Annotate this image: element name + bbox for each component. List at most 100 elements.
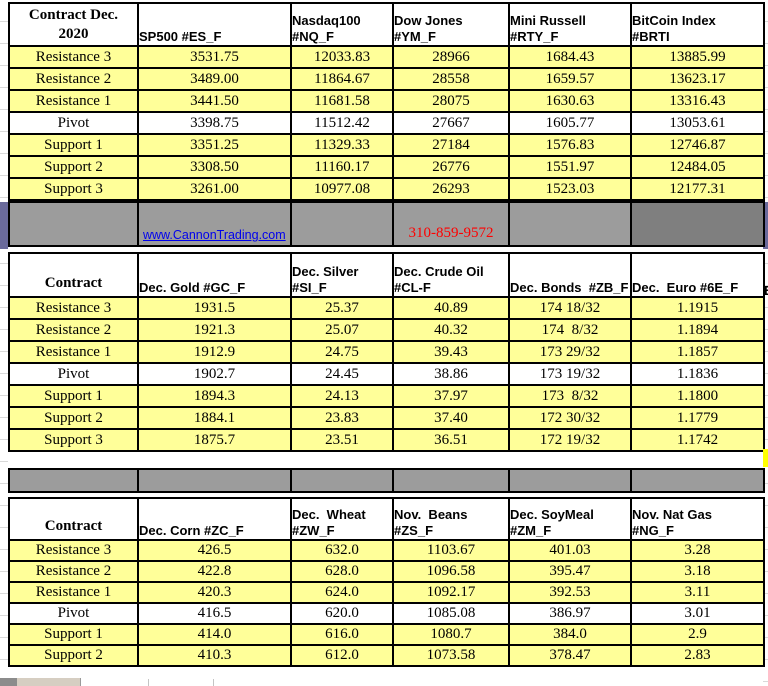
column-header-natgas: Nov. Nat Gas #NG_F <box>630 497 765 541</box>
cell-value: 612.0 <box>290 644 394 667</box>
corner-label: Contract <box>8 252 139 298</box>
cell-value: 392.53 <box>508 581 632 604</box>
selection-edge-left <box>0 202 8 249</box>
row-label: Resistance 3 <box>8 296 139 320</box>
row-label: Resistance 3 <box>8 45 139 69</box>
cell-value: 1.1800 <box>630 384 765 408</box>
separator-band-plain <box>8 468 765 493</box>
highlighted-cell-sliver <box>763 449 768 467</box>
cell-value: 1096.58 <box>392 560 510 583</box>
cell-value: 11512.42 <box>290 111 394 135</box>
cell-value: 27667 <box>392 111 510 135</box>
cell-value: 3261.00 <box>137 177 292 201</box>
cell-value: 1092.17 <box>392 581 510 604</box>
cell-value: 1523.03 <box>508 177 632 201</box>
bottom-gridline <box>148 679 149 686</box>
header-row: Contract Dec. 2020 SP500 #ES_F Nasdaq100… <box>8 2 765 47</box>
cell-value: 1875.7 <box>137 428 292 452</box>
cannontrading-link[interactable]: www.CannonTrading.com <box>143 228 286 242</box>
row-label: Support 1 <box>8 623 139 646</box>
cell-value: 1080.7 <box>392 623 510 646</box>
cell-value: 11329.33 <box>290 133 394 157</box>
row-label: Resistance 3 <box>8 539 139 562</box>
separator-band-contact: www.CannonTrading.com 310-859-9572 <box>8 201 765 247</box>
cell-value: 3.28 <box>630 539 765 562</box>
cell-value: 10977.08 <box>290 177 394 201</box>
table-row: Resistance 2 1921.3 25.07 40.32 174 8/32… <box>8 318 765 342</box>
band-cell <box>8 201 139 247</box>
phone-number: 310-859-9572 <box>408 225 494 241</box>
column-header-gold: Dec. Gold #GC_F <box>137 252 292 298</box>
cell-value: 1103.67 <box>392 539 510 562</box>
column-header-bonds: Dec. Bonds #ZB_F <box>508 252 632 298</box>
row-label: Pivot <box>8 111 139 135</box>
corner-label: Contract <box>8 497 139 541</box>
cell-value: 26776 <box>392 155 510 179</box>
table-row-pivot: Pivot 416.5 620.0 1085.08 386.97 3.01 <box>8 602 765 625</box>
table-row: Resistance 3 3531.75 12033.83 28966 1684… <box>8 45 765 69</box>
cell-value: 378.47 <box>508 644 632 667</box>
table-row-pivot: Pivot 1902.7 24.45 38.86 173 19/32 1.183… <box>8 362 765 386</box>
cell-value: 1085.08 <box>392 602 510 625</box>
cell-value: 416.5 <box>137 602 292 625</box>
cell-value: 23.83 <box>290 406 394 430</box>
band-cell <box>290 468 394 493</box>
cell-value: 632.0 <box>290 539 394 562</box>
cell-value: 410.3 <box>137 644 292 667</box>
cell-value: 37.97 <box>392 384 510 408</box>
header-row: Contract Dec. Corn #ZC_F Dec. Wheat #ZW_… <box>8 497 765 541</box>
row-label: Support 3 <box>8 428 139 452</box>
cell-value: 1931.5 <box>137 296 292 320</box>
bottom-gridline <box>213 679 214 686</box>
table-row: Support 1 1894.3 24.13 37.97 173 8/32 1.… <box>8 384 765 408</box>
column-header-wheat: Dec. Wheat #ZW_F <box>290 497 394 541</box>
cell-value: 1912.9 <box>137 340 292 364</box>
table-row: Resistance 2 422.8 628.0 1096.58 395.47 … <box>8 560 765 583</box>
cell-value: 1884.1 <box>137 406 292 430</box>
table-row: Resistance 2 3489.00 11864.67 28558 1659… <box>8 67 765 91</box>
column-header-sp500: SP500 #ES_F <box>137 2 292 47</box>
row-label: Pivot <box>8 362 139 386</box>
row-label: Support 2 <box>8 406 139 430</box>
bottom-clipped-cell-tan <box>17 678 81 686</box>
pivot-table-indices: Contract Dec. 2020 SP500 #ES_F Nasdaq100… <box>8 2 765 201</box>
table-row-pivot: Pivot 3398.75 11512.42 27667 1605.77 130… <box>8 111 765 135</box>
cell-value: 172 19/32 <box>508 428 632 452</box>
cell-value: 3531.75 <box>137 45 292 69</box>
cell-value: 2.9 <box>630 623 765 646</box>
cell-value: 426.5 <box>137 539 292 562</box>
cell-value: 39.43 <box>392 340 510 364</box>
selection-edge-right <box>763 202 768 249</box>
band-cell <box>392 468 510 493</box>
table-row: Support 3 3261.00 10977.08 26293 1523.03… <box>8 177 765 201</box>
pivot-table-metals-energy: Contract Dec. Gold #GC_F Dec. Silver #SI… <box>8 252 765 452</box>
cell-value: 1551.97 <box>508 155 632 179</box>
band-cell <box>137 468 292 493</box>
cell-value: 1.1742 <box>630 428 765 452</box>
cell-value: 386.97 <box>508 602 632 625</box>
band-cell-link: www.CannonTrading.com <box>137 201 292 247</box>
column-header-silver: Dec. Silver #SI_F <box>290 252 394 298</box>
row-label: Resistance 2 <box>8 318 139 342</box>
cell-value: 11681.58 <box>290 89 394 113</box>
row-label: Support 2 <box>8 644 139 667</box>
row-label: Support 1 <box>8 384 139 408</box>
cell-value: 174 8/32 <box>508 318 632 342</box>
table-row: Resistance 3 426.5 632.0 1103.67 401.03 … <box>8 539 765 562</box>
cell-value: 1.1857 <box>630 340 765 364</box>
cell-value: 3.11 <box>630 581 765 604</box>
row-label: Resistance 2 <box>8 67 139 91</box>
row-label: Pivot <box>8 602 139 625</box>
column-header-corn: Dec. Corn #ZC_F <box>137 497 292 541</box>
cell-value: 1.1836 <box>630 362 765 386</box>
column-header-euro: Dec. Euro #6E_F <box>630 252 765 298</box>
cell-value: 174 18/32 <box>508 296 632 320</box>
table-row: Support 1 414.0 616.0 1080.7 384.0 2.9 <box>8 623 765 646</box>
cell-value: 23.51 <box>290 428 394 452</box>
cell-value: 1605.77 <box>508 111 632 135</box>
band-cell <box>508 201 632 247</box>
row-label: Resistance 1 <box>8 89 139 113</box>
cell-value: 1.1915 <box>630 296 765 320</box>
cell-value: 1576.83 <box>508 133 632 157</box>
cell-value: 12033.83 <box>290 45 394 69</box>
